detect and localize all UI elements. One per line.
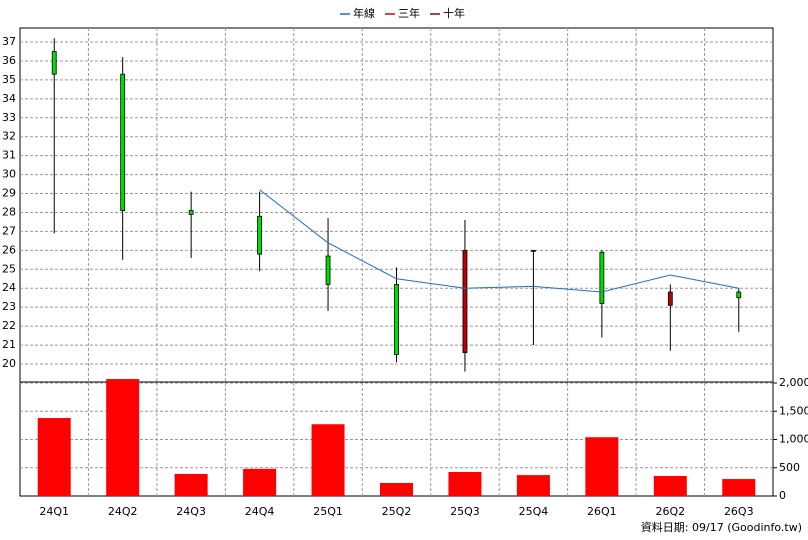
legend-label: 三年 xyxy=(398,6,420,20)
x-tick-label: 26Q2 xyxy=(655,505,685,518)
legend-label: 年線 xyxy=(353,6,375,20)
volume-bar xyxy=(516,475,550,496)
y-tick-label: 32 xyxy=(2,130,16,143)
y-tick-label: 30 xyxy=(2,168,16,181)
volume-bar xyxy=(174,473,208,496)
y-tick-label: 24 xyxy=(2,281,16,294)
candle-body xyxy=(394,284,399,355)
volume-bar xyxy=(380,483,413,496)
volume-bar xyxy=(243,468,277,496)
y2-tick-label: 0 xyxy=(779,489,786,502)
x-tick-label: 24Q2 xyxy=(108,505,138,518)
volume-bar xyxy=(311,424,345,496)
y-tick-label: 36 xyxy=(2,54,16,67)
y-tick-label: 23 xyxy=(2,300,16,313)
x-tick-label: 26Q3 xyxy=(724,505,754,518)
x-tick-label: 25Q4 xyxy=(519,505,549,518)
y-tick-label: 35 xyxy=(2,73,16,86)
x-tick-label: 25Q2 xyxy=(382,505,412,518)
y-tick-label: 25 xyxy=(2,262,16,275)
candle-body xyxy=(120,73,126,211)
y-tick-label: 21 xyxy=(2,338,16,351)
y-tick-label: 20 xyxy=(2,357,16,370)
x-tick-label: 24Q3 xyxy=(176,505,206,518)
candle-body xyxy=(51,51,57,75)
y-tick-label: 29 xyxy=(2,187,16,200)
footer: 資料日期: 09/17 (Goodinfo.tw) xyxy=(641,520,802,534)
y2-tick-label: 1,500 xyxy=(779,404,808,417)
x-tick-label: 24Q1 xyxy=(39,505,69,518)
volume-bar xyxy=(722,479,756,496)
y-tick-label: 33 xyxy=(2,111,16,124)
y-tick-label: 31 xyxy=(2,149,16,162)
x-tick-label: 26Q1 xyxy=(587,505,617,518)
candle-body xyxy=(462,249,468,354)
y-tick-label: 26 xyxy=(2,243,16,256)
volume-bar xyxy=(653,475,687,496)
volume-bar xyxy=(448,471,482,496)
candle-body xyxy=(188,210,194,215)
candle-body xyxy=(531,249,536,252)
candle-body xyxy=(325,255,331,285)
candle-body xyxy=(667,291,673,306)
volume-bar xyxy=(585,437,619,496)
y-tick-label: 34 xyxy=(2,92,16,105)
candle-body xyxy=(257,215,262,255)
legend-label: 十年 xyxy=(443,6,465,20)
y-tick-label: 28 xyxy=(2,205,16,218)
y-tick-label: 27 xyxy=(2,224,16,237)
candle-body xyxy=(736,291,742,299)
average-line xyxy=(259,189,739,293)
candle-body xyxy=(599,251,605,304)
y-tick-label: 22 xyxy=(2,319,16,332)
y2-tick-label: 1,000 xyxy=(779,433,808,446)
x-tick-label: 25Q3 xyxy=(450,505,480,518)
y2-tick-label: 2,000 xyxy=(779,376,808,389)
x-tick-label: 24Q4 xyxy=(245,505,275,518)
y-tick-label: 37 xyxy=(2,35,16,48)
x-tick-label: 25Q1 xyxy=(313,505,343,518)
volume-bar xyxy=(106,379,140,496)
y2-tick-label: 500 xyxy=(779,461,800,474)
volume-bar xyxy=(37,418,71,496)
